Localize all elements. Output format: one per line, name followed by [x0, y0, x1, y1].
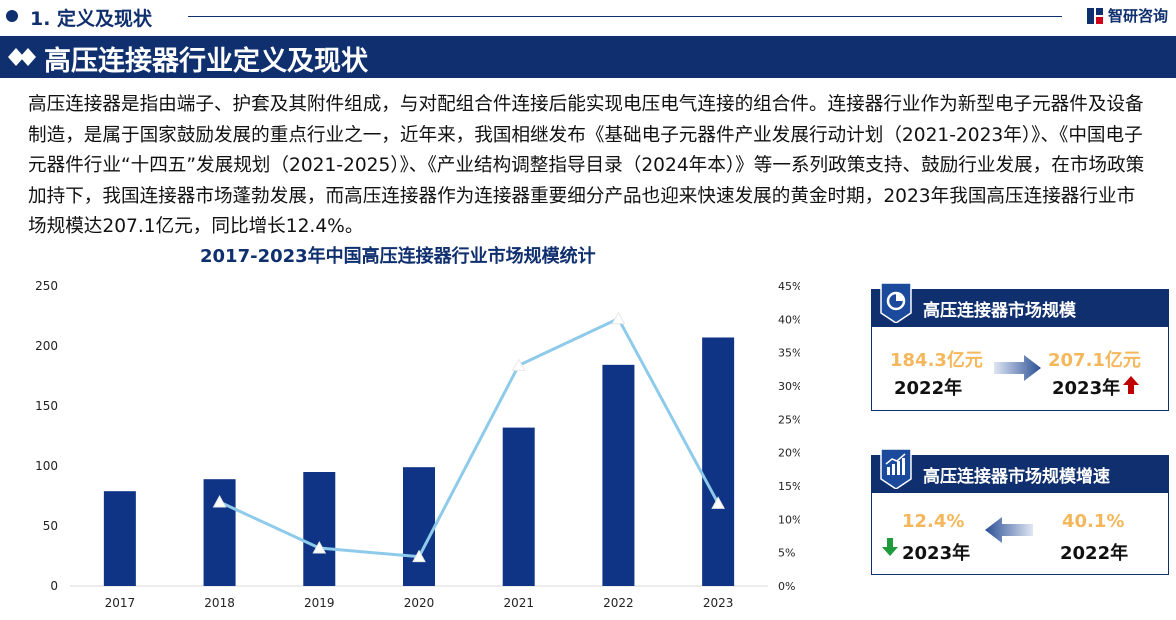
y-left-tick-label: 100	[35, 459, 58, 473]
y-left-tick-label: 0	[50, 579, 58, 593]
y-right-tick-label: 40%	[778, 313, 800, 326]
y-right-tick-label: 5%	[778, 547, 795, 560]
brand-name: 智研咨询	[1108, 7, 1169, 25]
bar	[502, 427, 535, 586]
x-tick-label: 2021	[503, 596, 534, 610]
bar	[702, 337, 735, 586]
y-left-tick-label: 150	[35, 399, 58, 413]
right-year: 2022年	[1060, 543, 1129, 564]
card-header: 高压连接器市场规模	[871, 283, 1169, 327]
left-year: 2023年	[902, 543, 971, 564]
growth-rate-card: 高压连接器市场规模增速 12.4% 2023年 40.1% 2022年	[871, 449, 1169, 575]
x-tick-label: 2022	[603, 596, 634, 610]
to-value: 207.1亿元	[1048, 350, 1141, 371]
bar	[602, 364, 635, 586]
growth-point	[212, 494, 227, 508]
intro-paragraph: 高压连接器是指由端子、护套及其附件组成，与对配组合件连接后能实现电压电气连接的组…	[28, 94, 1145, 237]
chart-pie-icon	[880, 283, 912, 323]
from-year: 2022年	[894, 378, 963, 399]
x-tick-label: 2019	[304, 596, 335, 610]
top-bar: 1. 定义及现状 智研咨询	[0, 0, 1176, 36]
y-right-tick-label: 10%	[778, 513, 800, 526]
x-tick-label: 2023	[703, 596, 734, 610]
header-divider	[188, 16, 1062, 17]
chart-title: 2017-2023年中国高压连接器行业市场规模统计	[200, 246, 596, 267]
to-year: 2023年	[1052, 378, 1121, 399]
growth-point	[511, 358, 526, 371]
bullet-dot	[6, 10, 18, 22]
y-right-tick-label: 15%	[778, 480, 800, 493]
growth-point	[312, 540, 327, 554]
arrow-right-icon	[994, 355, 1041, 381]
y-right-tick-label: 20%	[778, 447, 800, 460]
y-right-tick-label: 45%	[778, 280, 800, 293]
down-arrow-icon	[882, 538, 898, 556]
title-banner: 高压连接器行业定义及现状	[0, 36, 1176, 78]
left-value: 12.4%	[902, 511, 965, 532]
card-header: 高压连接器市场规模增速	[871, 449, 1169, 493]
brand-logo: 智研咨询	[1086, 5, 1168, 26]
right-value: 40.1%	[1062, 511, 1125, 532]
y-right-tick-label: 35%	[778, 347, 800, 360]
growth-line	[218, 317, 720, 559]
x-tick-label: 2020	[404, 596, 435, 610]
market-size-chart: 0 50 100 150 200 250 0% 5% 10% 15% 20% 25% 30% 35% 40%…	[35, 279, 800, 610]
y-left-tick-label: 50	[43, 519, 58, 533]
bar	[303, 472, 336, 586]
card-title: 高压连接器市场规模	[923, 301, 1076, 321]
card-title: 高压连接器市场规模增速	[923, 467, 1110, 487]
x-tick-label: 2018	[204, 596, 235, 610]
x-tick-label: 2017	[105, 596, 136, 610]
growth-point	[711, 496, 725, 509]
from-value: 184.3亿元	[890, 350, 983, 371]
section-title: 1. 定义及现状	[30, 8, 153, 30]
y-left-tick-label: 200	[35, 339, 58, 353]
y-right-tick-label: 25%	[778, 413, 800, 426]
y-right-tick-label: 0%	[778, 580, 795, 593]
diamond-icon	[8, 48, 36, 66]
trend-chart-icon	[880, 449, 912, 489]
brand-logo-icon	[1087, 7, 1103, 24]
page-title: 高压连接器行业定义及现状	[44, 46, 368, 77]
growth-point	[412, 549, 426, 563]
bar	[103, 491, 136, 586]
bar	[403, 467, 435, 586]
y-left-tick-label: 250	[35, 279, 58, 293]
growth-point	[611, 311, 626, 325]
market-size-card: 高压连接器市场规模 184.3亿元 2022年 207.1亿元 2023年	[871, 283, 1169, 411]
y-right-tick-label: 30%	[778, 380, 800, 393]
up-arrow-icon	[1123, 376, 1139, 394]
arrow-left-icon	[985, 517, 1033, 543]
